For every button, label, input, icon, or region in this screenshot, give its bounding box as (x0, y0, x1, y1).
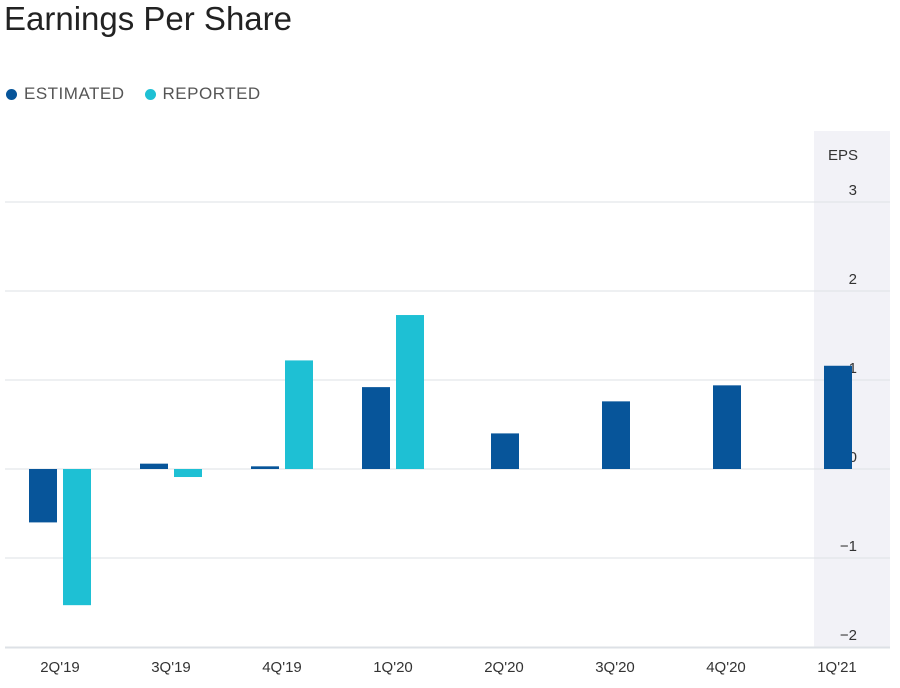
x-tick-label: 1Q'20 (373, 659, 413, 676)
y-tick-label: 2 (849, 271, 857, 288)
bar-estimated-5 (602, 401, 630, 469)
estimated-dot-icon (6, 88, 17, 100)
bar-estimated-0 (29, 469, 57, 523)
bar-reported-3 (396, 315, 424, 469)
legend-item-estimated[interactable]: ESTIMATED (6, 84, 125, 104)
bar-reported-0 (63, 469, 91, 606)
x-tick-label: 3Q'20 (595, 659, 635, 676)
legend-item-reported[interactable]: REPORTED (144, 84, 261, 104)
y-axis-title: EPS (828, 147, 858, 164)
x-tick-label: 2Q'19 (40, 659, 80, 676)
legend-label-reported: REPORTED (162, 84, 261, 103)
legend: ESTIMATED REPORTED (6, 84, 281, 104)
x-tick-label: 4Q'20 (706, 659, 746, 676)
bar-estimated-2 (251, 466, 279, 469)
y-tick-label: −1 (840, 538, 857, 555)
bar-estimated-1 (140, 463, 168, 469)
legend-label-estimated: ESTIMATED (24, 84, 125, 103)
reported-dot-icon (144, 88, 156, 100)
y-tick-label: −2 (840, 627, 857, 644)
x-tick-label: 2Q'20 (484, 659, 524, 676)
bar-estimated-3 (362, 387, 390, 469)
y-tick-label: 1 (849, 360, 857, 377)
bar-reported-2 (285, 360, 313, 469)
x-tick-label: 4Q'19 (262, 659, 302, 676)
bar-reported-1 (174, 469, 202, 478)
x-tick-label: 3Q'19 (151, 659, 191, 676)
chart-title: Earnings Per Share (4, 0, 292, 37)
y-tick-label: 0 (849, 449, 857, 466)
x-tick-label: 1Q'21 (817, 659, 857, 676)
bar-estimated-7 (824, 365, 852, 469)
bar-estimated-6 (713, 385, 741, 469)
y-tick-label: 3 (849, 182, 857, 199)
bar-estimated-4 (491, 433, 519, 469)
